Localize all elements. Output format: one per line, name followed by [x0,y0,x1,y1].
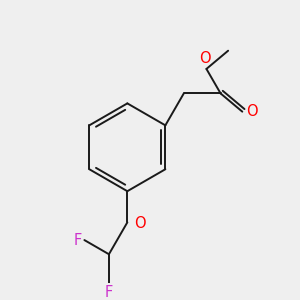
Text: O: O [134,216,146,231]
Text: O: O [246,104,257,119]
Text: F: F [74,232,82,247]
Text: F: F [105,285,113,300]
Text: O: O [199,51,211,66]
